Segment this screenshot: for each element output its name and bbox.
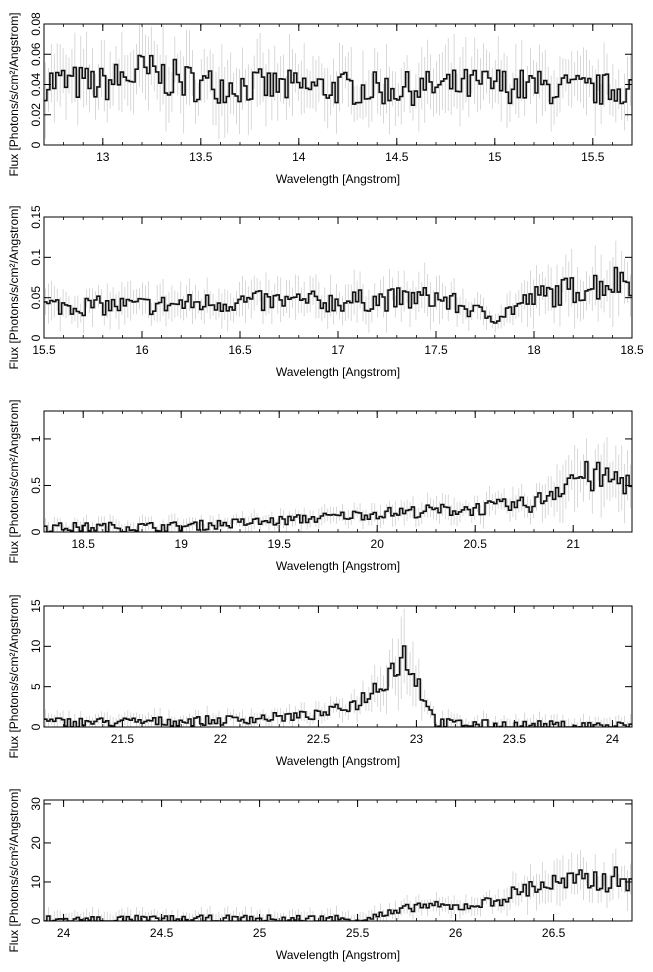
x-axis-title: Wavelength [Angstrom] (276, 365, 400, 379)
y-axis-title: Flux [Photons/s/cm²/Angstrom] (7, 12, 21, 176)
x-tick-label: 20.5 (464, 537, 488, 551)
y-axis-title: Flux [Photons/s/cm²/Angstrom] (7, 399, 21, 563)
x-axis-title: Wavelength [Angstrom] (276, 948, 400, 962)
x-tick-label: 14 (292, 150, 306, 164)
x-tick-label: 23 (410, 732, 424, 746)
plot-frame (43, 410, 633, 533)
x-tick-label: 17.5 (424, 343, 448, 357)
y-tick-label: 0.02 (29, 103, 43, 127)
error-bars (45, 848, 631, 921)
error-bars (45, 436, 631, 532)
y-tick-label: 0.04 (29, 72, 43, 96)
x-tick-label: 21.5 (111, 732, 135, 746)
y-tick-label: 5 (29, 683, 43, 690)
y-tick-label: 0.1 (29, 249, 43, 266)
spectrum-line (44, 645, 632, 727)
y-tick-label: 0 (29, 141, 43, 148)
y-tick-label: 0 (29, 528, 43, 535)
x-tick-label: 22.5 (307, 732, 331, 746)
chart-panel-4: 21.5 22 22.5 23 23.5 24 0 5 10 15 Wavelength [Angs… (7, 594, 633, 768)
y-axis-title: Flux [Photons/s/cm²/Angstrom] (7, 594, 21, 758)
x-tick-label: 24 (57, 926, 71, 940)
x-tick-label: 15.5 (581, 150, 605, 164)
x-tick-label: 24 (606, 732, 620, 746)
plot-frame (43, 799, 633, 922)
x-tick-label: 18 (527, 343, 541, 357)
x-tick-label: 15 (488, 150, 502, 164)
x-tick-label: 18.5 (72, 537, 96, 551)
y-axis-title: Flux [Photons/s/cm²/Angstrom] (7, 788, 21, 952)
x-tick-label: 26.5 (542, 926, 566, 940)
chart-panel-3: 18.5 19 19.5 20 20.5 21 0 0.5 1 Wavelength [Angst… (7, 399, 633, 573)
y-tick-label: 0.06 (29, 42, 43, 66)
plot-frame (43, 216, 633, 339)
x-tick-label: 20 (371, 537, 385, 551)
x-tick-label: 13.5 (189, 150, 213, 164)
chart-panel-5: 24 24.5 25 25.5 26 26.5 0 10 20 30 Wavelength [Ang… (7, 788, 633, 962)
y-tick-label: 10 (29, 639, 43, 653)
x-tick-label: 16 (135, 343, 149, 357)
x-tick-label: 21 (567, 537, 581, 551)
y-tick-label: 0 (29, 334, 43, 341)
x-tick-label: 17 (331, 343, 345, 357)
x-tick-label: 14.5 (385, 150, 409, 164)
chart-panel-2: 15.5 16 16.5 17 17.5 18 18.5 0 0.05 0.1 0.15 Wavele… (7, 205, 644, 379)
spectrum-line (44, 266, 632, 324)
x-tick-label: 25.5 (346, 926, 370, 940)
y-tick-label: 1 (29, 435, 43, 442)
y-tick-label: 20 (29, 836, 43, 850)
x-tick-label: 19.5 (268, 537, 292, 551)
y-tick-label: 0 (29, 917, 43, 924)
x-tick-label: 13 (96, 150, 110, 164)
x-tick-label: 24.5 (150, 926, 174, 940)
x-axis-title: Wavelength [Angstrom] (276, 754, 400, 768)
y-tick-label: 30 (29, 797, 43, 811)
y-tick-label: 10 (29, 875, 43, 889)
x-tick-label: 15.5 (32, 343, 56, 357)
x-axis-title: Wavelength [Angstrom] (276, 559, 400, 573)
spectrum-line (44, 54, 632, 106)
spectrum-line (44, 460, 632, 532)
x-tick-label: 26 (449, 926, 463, 940)
x-tick-label: 25 (253, 926, 267, 940)
error-bars (45, 240, 631, 334)
y-tick-label: 0.5 (29, 477, 43, 494)
x-tick-label: 22 (214, 732, 228, 746)
y-tick-label: 0.08 (29, 12, 43, 36)
chart-panel-1: 13 13.5 14 14.5 15 15.5 0 0.02 0.04 0.06 0.08 Wavel… (7, 12, 633, 186)
y-tick-label: 0.05 (29, 286, 43, 310)
spectrum-line (44, 866, 632, 921)
y-axis-title: Flux [Photons/s/cm²/Angstrom] (7, 205, 21, 369)
x-tick-label: 19 (175, 537, 189, 551)
x-tick-label: 23.5 (503, 732, 527, 746)
y-tick-label: 0.15 (29, 205, 43, 229)
x-axis-title: Wavelength [Angstrom] (276, 172, 400, 186)
x-tick-label: 16.5 (228, 343, 252, 357)
y-tick-label: 15 (29, 599, 43, 613)
x-tick-label: 18.5 (620, 343, 644, 357)
y-tick-label: 0 (29, 723, 43, 730)
